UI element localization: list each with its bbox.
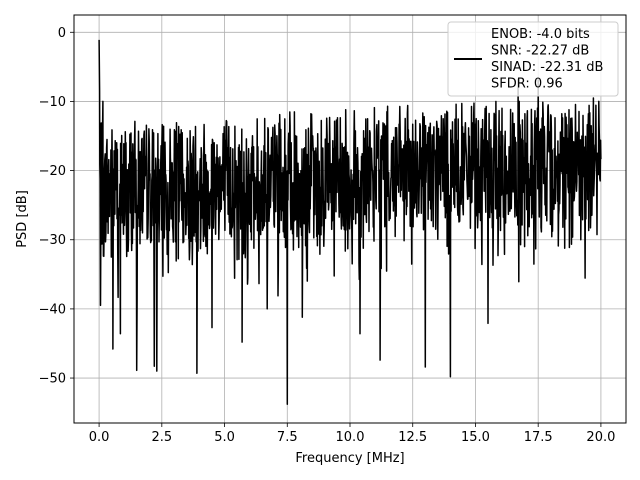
- x-tick-label: 0.0: [89, 430, 110, 445]
- legend-sfdr: SFDR: 0.96: [491, 77, 563, 92]
- y-tick-label: −30: [39, 233, 66, 248]
- x-tick-label: 12.5: [398, 430, 427, 445]
- psd-series-line: [98, 39, 602, 406]
- axis-ticks: 0.0 2.5 5.0 7.5 10.0 12.5 15.0 17.5 20.0 0 −10 −20 −…: [39, 26, 616, 445]
- y-tick-label: −10: [39, 95, 66, 110]
- x-axis-label: Frequency [MHz]: [295, 451, 404, 466]
- y-axis-label: PSD [dB]: [15, 190, 30, 248]
- legend-snr: SNR: -22.27 dB: [491, 44, 589, 59]
- legend-sinad: SINAD: -22.31 dB: [491, 60, 603, 75]
- legend-enob: ENOB: -4.0 bits: [491, 27, 590, 42]
- x-tick-label: 20.0: [586, 430, 615, 445]
- y-tick-label: −50: [39, 372, 66, 387]
- plot-area: [98, 39, 602, 406]
- legend: ENOB: -4.0 bits SNR: -22.27 dB SINAD: -2…: [447, 21, 619, 97]
- x-tick-label: 2.5: [151, 430, 172, 445]
- x-tick-label: 5.0: [214, 430, 235, 445]
- y-tick-label: −20: [39, 164, 66, 179]
- x-tick-label: 17.5: [524, 430, 553, 445]
- legend-box: [447, 21, 619, 97]
- x-tick-label: 15.0: [461, 430, 490, 445]
- x-tick-label: 7.5: [277, 430, 298, 445]
- x-tick-label: 10.0: [336, 430, 365, 445]
- y-tick-label: −40: [39, 302, 66, 317]
- y-tick-label: 0: [58, 26, 66, 41]
